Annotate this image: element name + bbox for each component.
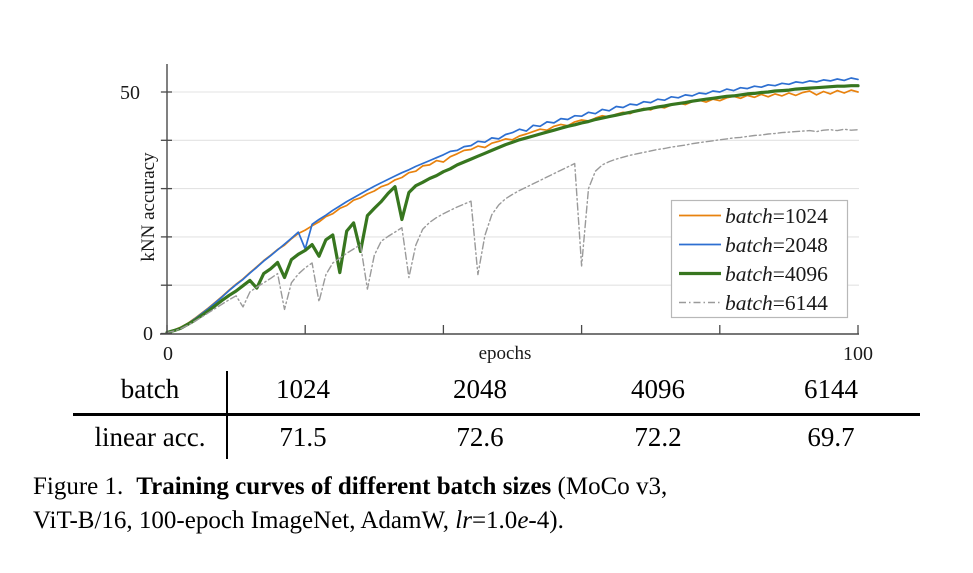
series-batch-6144 [166, 128, 859, 334]
legend-label-1024: batch=1024 [725, 204, 828, 228]
table-batch-6144: 6144 [804, 374, 858, 404]
plot-series [165, 77, 860, 335]
ytick-label-0: 0 [143, 323, 153, 345]
caption-title-bold: Training curves of different batch sizes [136, 473, 552, 500]
table-acc-4096: 72.2 [634, 422, 682, 452]
xtick-label-100: 100 [843, 343, 873, 365]
table-row-label-linear-acc: linear acc. [94, 422, 206, 452]
legend: batch=1024 batch=2048 batch=4096 batch=6… [670, 199, 849, 319]
series-batch-2048 [166, 77, 859, 334]
legend-box [670, 199, 849, 319]
xtick-label-0: 0 [163, 343, 173, 365]
legend-label-4096: batch=4096 [725, 262, 828, 286]
table-acc-1024: 71.5 [279, 422, 327, 452]
training-curves-chart: 50 0 0 epochs 100 kNN accuracy batch=102… [120, 64, 873, 365]
linear-accuracy-table: batch 1024 2048 4096 6144 linear acc. 71… [0, 371, 973, 463]
caption-line2: ViT-B/16, 100-epoch ImageNet, AdamW, lr=… [33, 507, 564, 534]
table-horizontal-rule [73, 413, 920, 416]
plot-axes [160, 64, 859, 335]
figure-caption: Figure 1. Training curves of different ba… [33, 470, 685, 538]
series-batch-4096 [165, 84, 860, 335]
caption-e-italic: e [517, 507, 529, 534]
caption-figure-label: Figure 1. [33, 473, 124, 500]
table-batch-1024: 1024 [276, 374, 330, 404]
table-header-batch: batch [120, 374, 180, 404]
ytick-label-50: 50 [120, 82, 140, 104]
y-axis-label: kNN accuracy [138, 152, 159, 262]
caption-line1-rest: (MoCo v3, [557, 473, 668, 500]
caption-lr-italic: lr [455, 507, 472, 534]
legend-label-2048: batch=2048 [725, 233, 828, 257]
table-acc-2048: 72.6 [456, 422, 504, 452]
table-batch-4096: 4096 [631, 374, 685, 404]
x-axis-label: epochs [479, 343, 532, 364]
table-batch-2048: 2048 [453, 374, 507, 404]
legend-label-6144: batch=6144 [725, 291, 828, 315]
table-acc-6144: 69.7 [807, 422, 855, 452]
